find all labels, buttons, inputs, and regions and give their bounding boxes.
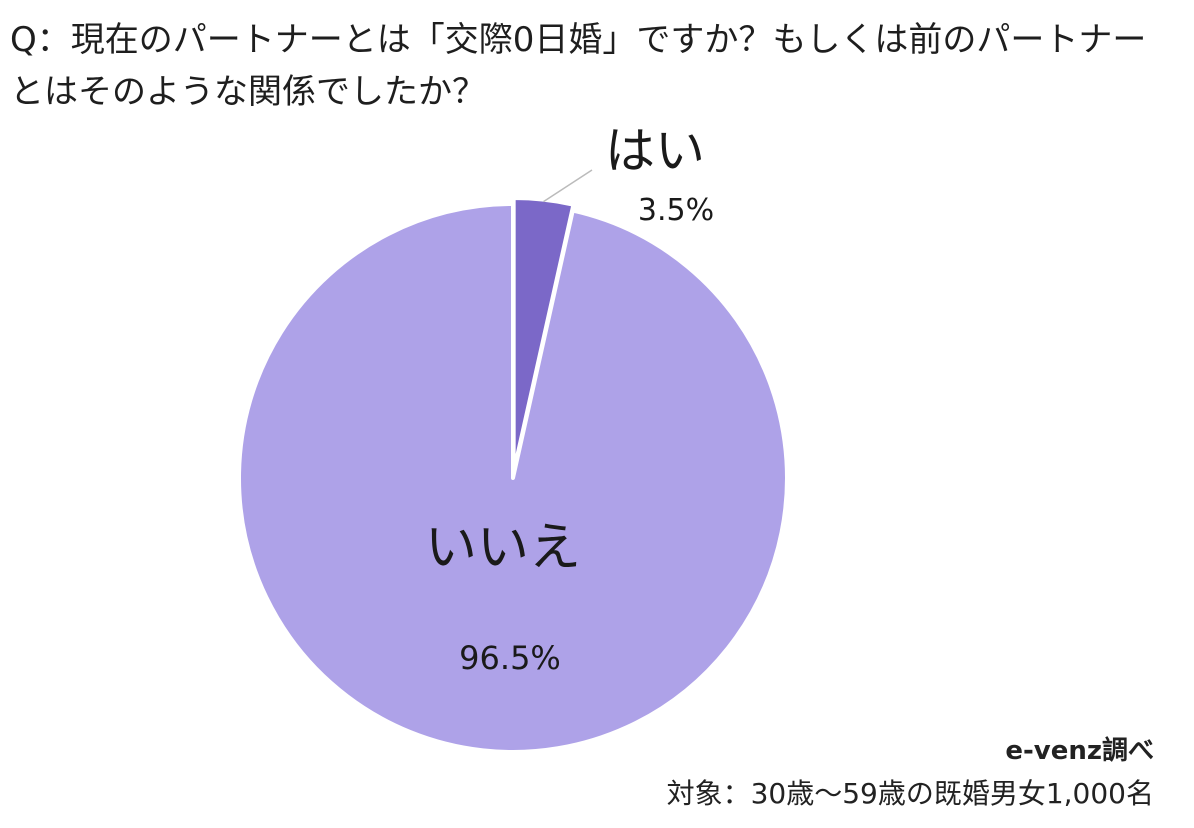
- chart-question: Q：現在のパートナーとは「交際0日婚」ですか？もしくは前のパートナーとはそのよう…: [10, 20, 1147, 112]
- pie-slice-iie: [237, 202, 789, 754]
- slice-value-hai: 3.5%: [638, 193, 714, 228]
- slice-label-hai: はい: [605, 122, 705, 180]
- slice-value-iie: 96.5%: [459, 639, 561, 677]
- leader-line-hai: [543, 169, 593, 203]
- survey-target: 対象：30歳〜59歳の既婚男女1,000名: [666, 777, 1154, 810]
- pie-slices: [237, 196, 789, 754]
- slice-label-iie: いいえ: [425, 518, 581, 578]
- source-credit: e-venz調べ: [1005, 736, 1154, 766]
